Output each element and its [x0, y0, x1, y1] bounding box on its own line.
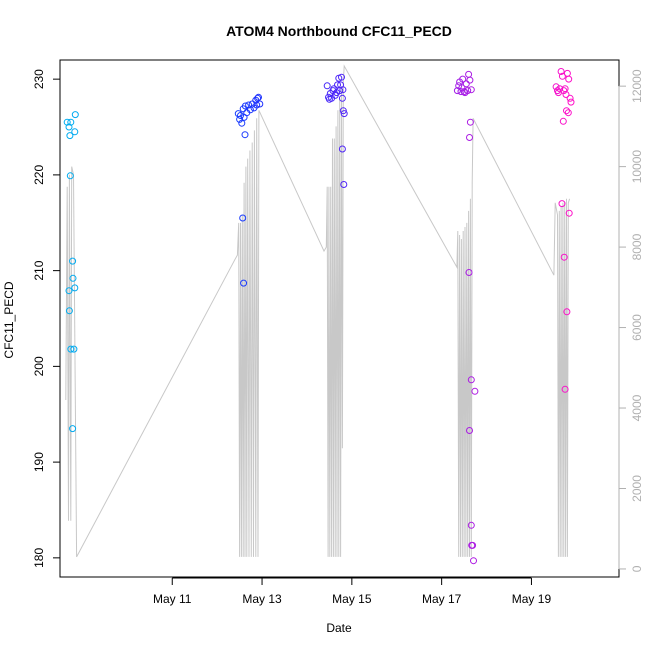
x-tick-label: May 15	[332, 592, 372, 606]
data-point	[340, 110, 348, 118]
chart-title: ATOM4 Northbound CFC11_PECD	[226, 23, 452, 39]
data-point	[70, 345, 78, 353]
altitude-line-layer	[65, 64, 571, 558]
data-point	[459, 75, 467, 83]
data-point	[69, 274, 77, 282]
data-point	[239, 214, 247, 222]
data-point	[465, 269, 473, 276]
data-points-layer	[63, 68, 575, 565]
x-tick-label: May 11	[153, 592, 192, 606]
y-tick-label: 230	[32, 69, 46, 89]
data-point	[71, 284, 79, 292]
data-point	[467, 86, 475, 94]
data-point	[458, 84, 466, 92]
data-point	[563, 107, 570, 115]
data-point	[467, 376, 475, 384]
data-point	[241, 131, 249, 139]
data-point	[237, 112, 244, 119]
x-axis-label: Date	[326, 621, 352, 635]
data-point	[71, 128, 79, 136]
data-point	[238, 119, 246, 127]
y2-tick-label: 10000	[630, 150, 644, 184]
data-point	[466, 427, 473, 434]
data-point	[67, 118, 75, 126]
data-point	[338, 94, 346, 102]
data-point	[240, 279, 248, 287]
data-point	[560, 87, 568, 95]
data-point	[253, 101, 261, 109]
data-point	[561, 385, 569, 393]
data-point	[564, 109, 572, 117]
data-point	[462, 80, 470, 88]
data-point	[65, 123, 73, 131]
data-point	[566, 94, 574, 102]
data-point	[460, 88, 468, 96]
data-point	[339, 86, 347, 94]
data-point	[66, 132, 74, 140]
y-tick-label: 220	[32, 165, 46, 185]
data-point	[236, 115, 244, 123]
x-tick-label: May 19	[512, 592, 552, 606]
data-point	[558, 200, 566, 208]
data-point	[563, 308, 571, 316]
data-point	[255, 93, 262, 101]
data-point	[66, 172, 74, 180]
data-point	[563, 69, 571, 77]
data-point	[469, 541, 477, 549]
y2-tick-label: 6000	[630, 314, 644, 341]
y2-tick-label: 4000	[630, 394, 644, 421]
data-point	[339, 107, 347, 115]
data-point	[338, 145, 346, 153]
data-point	[558, 72, 566, 80]
data-point	[323, 82, 331, 90]
data-point	[471, 387, 479, 395]
data-point	[467, 521, 475, 529]
y2-tick-label: 2000	[630, 475, 644, 502]
data-point	[67, 345, 75, 353]
data-point	[466, 118, 474, 126]
y-tick-label: 180	[32, 548, 46, 568]
data-point	[65, 307, 73, 315]
data-point	[241, 102, 249, 110]
data-point	[248, 100, 256, 108]
data-point	[552, 83, 560, 91]
data-point	[338, 73, 345, 81]
y-axis-label: CFC11_PECD	[2, 281, 16, 358]
data-point	[567, 98, 575, 106]
altitude-series-line	[65, 64, 571, 558]
data-point	[63, 118, 71, 126]
data-point	[466, 76, 474, 84]
y-tick-label: 190	[32, 452, 46, 472]
x-tick-label: May 13	[242, 592, 282, 606]
y2-tick-label: 0	[630, 565, 644, 572]
data-point	[65, 287, 73, 295]
data-point	[556, 85, 564, 93]
data-point	[559, 117, 567, 125]
x-tick-label: May 17	[422, 592, 462, 606]
data-point	[340, 181, 348, 188]
data-point	[565, 209, 573, 217]
data-point	[245, 101, 253, 109]
data-point	[71, 111, 79, 119]
data-point	[69, 257, 77, 265]
data-point	[457, 88, 465, 96]
data-point	[466, 134, 473, 141]
y2-tick-label: 8000	[630, 233, 644, 260]
axes-layer: May 11 May 13 May 15 May 17 May 19 180 190 200 2…	[32, 69, 644, 606]
data-point	[470, 557, 477, 565]
data-point	[69, 425, 77, 433]
data-point	[464, 87, 472, 95]
y2-tick-label: 12000	[630, 69, 644, 103]
data-point	[560, 253, 568, 261]
data-point	[557, 68, 565, 75]
data-point	[562, 91, 570, 98]
y-tick-label: 200	[32, 356, 46, 376]
data-point	[256, 100, 264, 108]
y-tick-label: 210	[32, 260, 46, 280]
data-point	[465, 70, 473, 78]
data-point	[565, 75, 573, 83]
